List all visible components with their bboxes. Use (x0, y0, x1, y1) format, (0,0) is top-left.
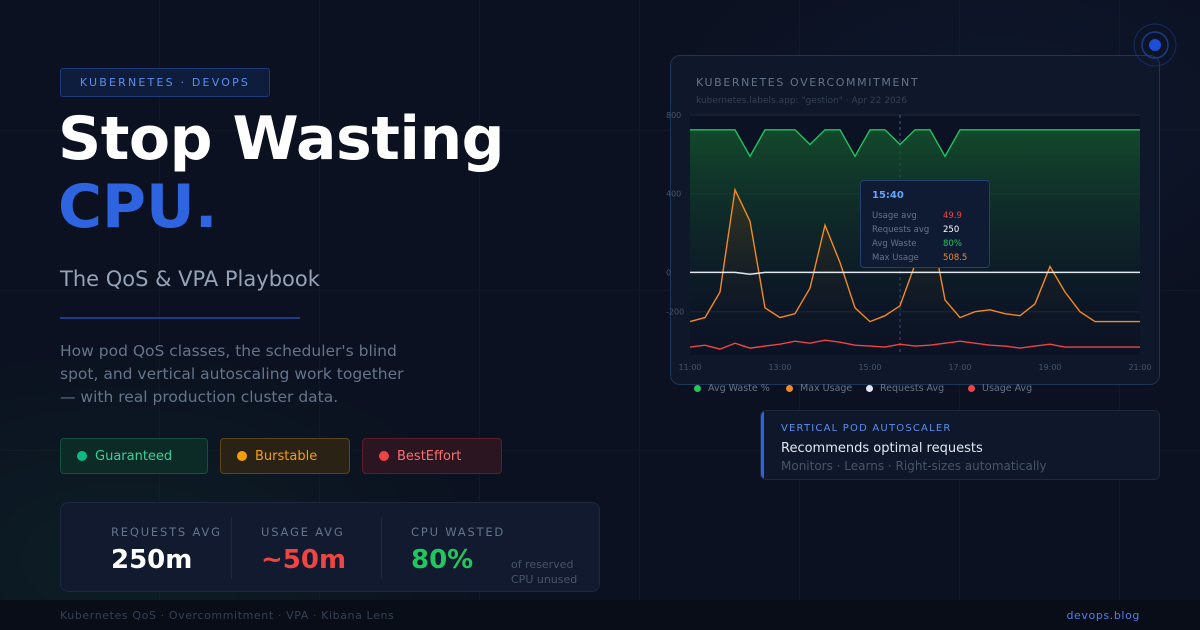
stat-note: of reserved CPU unused (511, 557, 577, 587)
tooltip-label: Max Usage (872, 253, 919, 263)
tooltip-value: 49.9 (943, 211, 962, 221)
tooltip-value: 250 (943, 225, 960, 235)
chart-subtitle: kubernetes.labels.app: "gestion" · Apr 2… (696, 96, 908, 106)
stat-requests: REQUESTS AVG 250m (111, 525, 222, 575)
headline-line-1: Stop Wasting (58, 104, 505, 174)
series-usage-avg-line (689, 339, 1140, 350)
stats-panel: REQUESTS AVG 250m USAGE AVG ~50m CPU WAS… (60, 502, 600, 592)
chart-tooltip: 15:40 Usage avg 49.9 Requests avg 250 Av… (860, 180, 990, 268)
qos-badge-burstable: Burstable (220, 438, 350, 474)
series-requests-avg-line (690, 271, 1140, 276)
tooltip-label: Usage avg (872, 211, 917, 221)
qos-label: Burstable (255, 448, 318, 464)
legend-label: Usage Avg (982, 383, 1033, 394)
stat-usage: USAGE AVG ~50m (261, 525, 346, 575)
qos-label: BestEffort (397, 448, 462, 464)
x-tick-label: 21:00 (1128, 363, 1151, 372)
tooltip-label: Avg Waste (872, 239, 917, 249)
tooltip-time: 15:40 (872, 190, 904, 201)
status-dot-icon (77, 451, 87, 461)
qos-label: Guaranteed (95, 448, 173, 464)
x-tick-label: 13:00 (768, 363, 791, 372)
target-icon (1133, 23, 1177, 67)
vpa-accent-bar (761, 411, 764, 479)
legend-usage-avg: Usage Avg (968, 383, 1032, 394)
footer-tags: Kubernetes QoS · Overcommitment · VPA · … (60, 609, 395, 622)
x-tick-label: 15:00 (858, 363, 881, 372)
stat-wasted: CPU WASTED 80% (411, 525, 505, 575)
stat-separator (231, 517, 232, 579)
category-tag: KUBERNETES · DEVOPS (60, 68, 270, 97)
status-dot-icon (237, 451, 247, 461)
stat-note-line-2: CPU unused (511, 573, 578, 586)
legend-avg-waste: Avg Waste % (694, 383, 770, 394)
tooltip-label: Requests avg (872, 225, 930, 235)
stat-label: USAGE AVG (261, 525, 345, 539)
stat-label: REQUESTS AVG (111, 525, 222, 539)
stat-separator (381, 517, 382, 579)
y-tick-label: 400 (666, 190, 681, 199)
footer-site-link[interactable]: devops.blog (1066, 609, 1140, 622)
x-tick-label: 11:00 (678, 363, 701, 372)
tooltip-value: 508.5 (943, 253, 968, 263)
y-tick-label: 800 (666, 111, 681, 120)
legend-max-usage: Max Usage (786, 383, 852, 394)
status-dot-icon (379, 451, 389, 461)
vpa-callout: VERTICAL POD AUTOSCALER Recommends optim… (760, 410, 1160, 480)
vpa-title: VERTICAL POD AUTOSCALER (781, 423, 952, 434)
chart-title: KUBERNETES OVERCOMMITMENT (696, 76, 920, 89)
vpa-headline: Recommends optimal requests (781, 441, 983, 456)
qos-badge-guaranteed: Guaranteed (60, 438, 208, 474)
stat-value: ~50m (261, 545, 347, 575)
y-tick-label: -200 (666, 308, 684, 317)
legend-dot-icon (866, 385, 873, 392)
series-avg-waste-line (690, 129, 1140, 158)
tooltip-value: 80% (943, 239, 962, 249)
legend-dot-icon (968, 385, 975, 392)
qos-badge-besteffort: BestEffort (362, 438, 502, 474)
headline-line-2: CPU. (58, 172, 218, 242)
legend-label: Requests Avg (880, 383, 945, 394)
subtitle: The QoS & VPA Playbook (60, 267, 320, 291)
x-tick-label: 19:00 (1038, 363, 1061, 372)
legend-dot-icon (786, 385, 793, 392)
legend-label: Max Usage (800, 383, 853, 394)
legend-label: Avg Waste % (708, 383, 770, 394)
x-tick-label: 17:00 (948, 363, 971, 372)
stat-value: 80% (411, 545, 474, 575)
y-tick-label: 0 (666, 268, 671, 277)
legend-requests-avg: Requests Avg (866, 383, 944, 394)
vpa-subtext: Monitors · Learns · Right-sizes automati… (781, 459, 1047, 473)
footer: Kubernetes QoS · Overcommitment · VPA · … (0, 600, 1200, 630)
legend-dot-icon (694, 385, 701, 392)
stat-label: CPU WASTED (411, 525, 506, 539)
stat-note-line-1: of reserved (511, 558, 574, 571)
stat-value: 250m (111, 545, 193, 575)
description: How pod QoS classes, the scheduler's bli… (60, 342, 404, 406)
divider (60, 317, 300, 319)
